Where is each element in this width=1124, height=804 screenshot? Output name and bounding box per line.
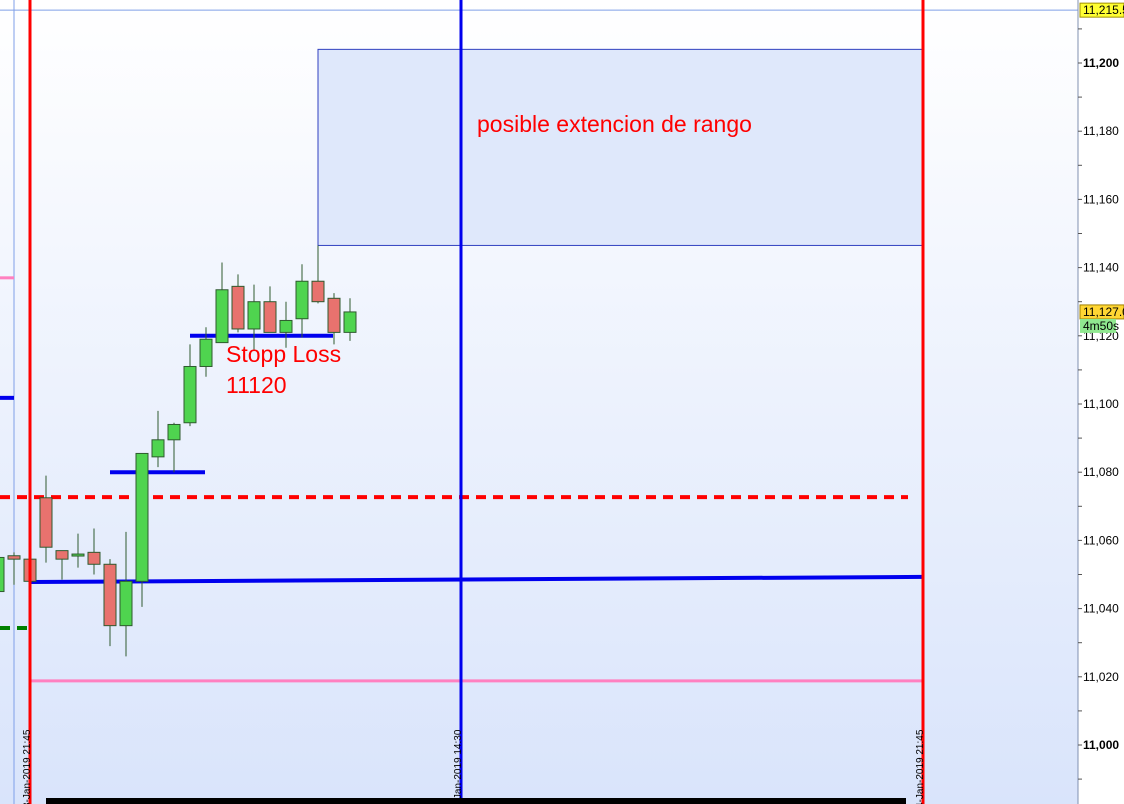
axis-tick-label: 11,140 — [1083, 261, 1119, 275]
range-extension-annotation: posible extencion de rango — [477, 111, 752, 137]
last-price-text: 11,127.0 — [1083, 305, 1124, 319]
axis-tick-label: 11,040 — [1083, 602, 1119, 616]
axis-tick-label: 11,180 — [1083, 124, 1119, 138]
candle-up — [199, 338, 213, 367]
axis-tick-label: 11,000 — [1083, 738, 1119, 752]
date-label: 4-Jan-2019 14:30 — [453, 729, 464, 804]
candle-up — [183, 365, 197, 424]
axis-tick-label: 11,100 — [1083, 397, 1119, 411]
axis-tick-label: 11,080 — [1083, 465, 1119, 479]
candle-up — [215, 289, 229, 344]
stop-loss-label: Stopp Loss — [226, 341, 341, 367]
range-box — [317, 48, 923, 246]
bottom-bar — [46, 798, 906, 804]
candle-down — [311, 280, 325, 303]
candle-up — [135, 452, 149, 582]
candle-down — [87, 551, 101, 565]
candle-down — [263, 301, 277, 333]
candle-down — [39, 497, 53, 548]
candle-up — [0, 556, 5, 593]
date-label: 4-Jan-2019 21:45 — [915, 729, 926, 804]
high-price-text: 11,215.5 — [1083, 3, 1124, 17]
candle-up — [343, 311, 357, 333]
blue-level-line — [29, 574, 925, 585]
axis-tick-label: 11,020 — [1083, 670, 1119, 684]
countdown-text: 4m50s — [1083, 319, 1119, 333]
candle-up — [119, 580, 133, 627]
candle-down — [327, 297, 341, 333]
axis-tick-label: 11,060 — [1083, 533, 1119, 547]
candle-down — [103, 563, 117, 627]
candle-up — [151, 439, 165, 458]
candle-up — [247, 301, 261, 330]
stop-loss-value: 11120 — [226, 372, 287, 398]
candle-down — [55, 550, 69, 560]
candle-down — [231, 285, 245, 330]
countdown-badge — [1080, 318, 1116, 333]
candle-up — [71, 553, 85, 557]
axis-tick-label: 11,200 — [1083, 56, 1119, 70]
date-label: 3-Jan-2019 21:45 — [22, 729, 33, 804]
axis-tick-label: 11,160 — [1083, 192, 1119, 206]
price-axis — [1078, 0, 1124, 804]
high-price-badge — [1079, 2, 1124, 18]
candle-up — [295, 280, 309, 320]
candle-down — [7, 555, 21, 560]
candle-up — [167, 423, 181, 441]
candle-up — [279, 319, 293, 333]
